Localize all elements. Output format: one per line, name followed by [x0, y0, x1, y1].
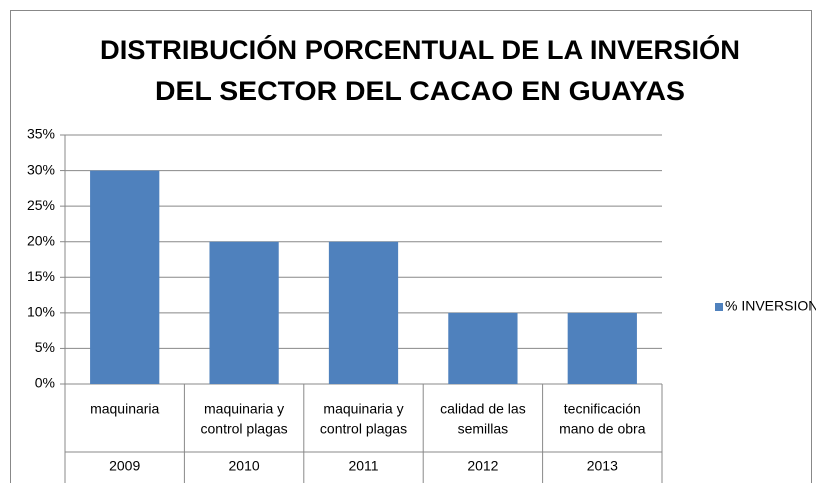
y-tick-label: 15% [27, 268, 55, 284]
y-tick-label: 5% [35, 339, 55, 355]
x-group-label: 2010 [229, 458, 260, 474]
y-tick-label: 10% [27, 304, 55, 320]
x-tick-label: calidad de las [440, 401, 526, 417]
chart-title: DEL SECTOR DEL CACAO EN GUAYAS [155, 76, 685, 106]
legend-label: % INVERSION [725, 298, 816, 314]
bar [209, 241, 279, 384]
x-group-label: 2012 [467, 458, 498, 474]
x-group-label: 2013 [587, 458, 618, 474]
y-tick-label: 0% [35, 375, 55, 391]
chart-title: DISTRIBUCIÓN PORCENTUAL DE LA INVERSIÓN [100, 34, 740, 65]
x-tick-label: tecnificación [564, 401, 641, 417]
x-tick-label: maquinaria y [323, 401, 403, 417]
x-tick-label: maquinaria y [204, 401, 284, 417]
x-tick-label: maquinaria [90, 401, 159, 417]
bar [448, 312, 518, 384]
legend-swatch [715, 303, 723, 311]
bar [567, 312, 637, 384]
y-tick-label: 20% [27, 232, 55, 248]
x-group-label: 2009 [109, 458, 140, 474]
x-tick-label: control plagas [201, 421, 288, 437]
x-tick-label: semillas [458, 421, 509, 437]
y-tick-label: 25% [27, 197, 55, 213]
x-group-label: 2011 [348, 458, 378, 474]
bar [328, 241, 399, 384]
x-tick-label: mano de obra [559, 421, 646, 437]
x-tick-label: control plagas [320, 421, 407, 437]
y-tick-label: 30% [27, 161, 55, 177]
y-tick-label: 35% [27, 126, 55, 142]
bar [90, 170, 160, 384]
